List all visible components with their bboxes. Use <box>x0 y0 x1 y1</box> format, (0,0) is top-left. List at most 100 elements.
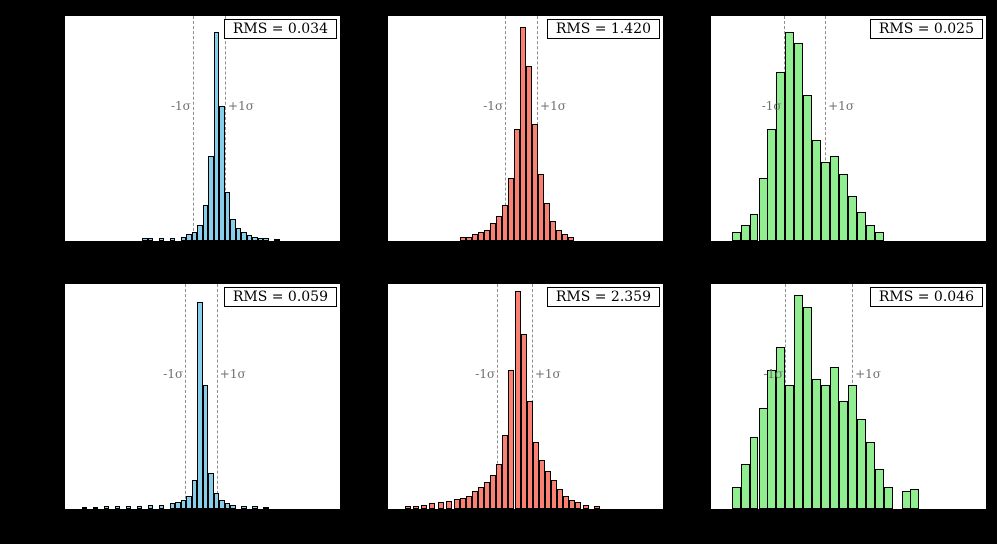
histogram-bar <box>103 506 109 509</box>
minus-sigma-label: -1σ <box>761 99 782 114</box>
histogram-bar <box>471 234 478 241</box>
plus-sigma-label: +1σ <box>828 99 855 114</box>
histogram-bar <box>767 128 777 241</box>
histogram-panel-top-left: -1σ +1σ RMS = 0.034 <box>64 15 341 242</box>
histogram-bar <box>749 437 759 509</box>
histogram-bar <box>575 502 582 509</box>
plus-sigma-label: +1σ <box>534 367 561 382</box>
histogram-bar <box>847 196 857 241</box>
histogram-bar <box>263 238 269 241</box>
histogram-bar <box>219 500 225 509</box>
histogram-bar <box>241 505 247 509</box>
histogram-bar <box>158 237 164 241</box>
histogram-bar <box>550 220 557 241</box>
plus-sigma-label: +1σ <box>228 99 254 114</box>
minus-sigma-label: -1σ <box>475 367 496 382</box>
histogram-bar <box>208 473 214 509</box>
histogram-bar <box>490 475 497 509</box>
histogram-bar <box>514 290 521 509</box>
histogram-bar <box>874 232 884 241</box>
histogram-bar <box>81 506 87 509</box>
histogram-bar <box>838 173 848 241</box>
histogram-bar <box>910 488 920 509</box>
histogram-bar <box>142 238 148 241</box>
histogram-bar <box>477 232 484 241</box>
histogram-bar <box>208 155 214 241</box>
minus-sigma-line <box>505 16 507 241</box>
histogram-bar <box>526 65 533 241</box>
histogram-bar <box>562 495 569 509</box>
histogram-bar <box>749 214 759 241</box>
minus-sigma-line <box>497 284 499 509</box>
histogram-bar <box>246 235 252 241</box>
histogram-bar <box>180 500 186 509</box>
histogram-bar <box>562 234 569 241</box>
histogram-bar <box>274 238 280 241</box>
histogram-bar <box>147 504 153 509</box>
rms-label: RMS = 0.046 <box>869 287 983 307</box>
histogram-bar <box>136 505 142 509</box>
histogram-bar <box>821 385 830 509</box>
histogram-bar <box>483 229 490 241</box>
histogram-bar <box>501 205 508 241</box>
plus-sigma-line <box>225 16 227 241</box>
histogram-bar <box>740 225 750 241</box>
histogram-bar <box>544 202 551 241</box>
histogram-bar <box>213 493 219 509</box>
histogram-bar <box>740 464 750 509</box>
histogram-bars <box>65 284 340 509</box>
minus-sigma-label: -1σ <box>483 99 504 114</box>
histogram-bar <box>421 504 428 509</box>
histogram-bar <box>257 237 263 241</box>
histogram-bar <box>445 501 452 509</box>
histogram-bar <box>803 94 813 241</box>
histogram-bar <box>92 506 98 509</box>
histogram-bar <box>429 503 436 509</box>
histogram-bar <box>731 486 741 509</box>
histogram-bar <box>412 505 419 509</box>
histogram-bar <box>114 506 120 509</box>
histogram-bar <box>507 178 514 241</box>
histogram-bar <box>202 205 208 241</box>
histogram-bar <box>758 407 768 509</box>
histogram-bar <box>496 464 503 509</box>
histogram-bar <box>158 504 164 509</box>
histogram-bar <box>224 191 230 241</box>
histogram-bars <box>65 16 340 241</box>
histogram-bar <box>865 441 875 509</box>
plus-sigma-label: +1σ <box>540 99 566 114</box>
histogram-bar <box>583 504 590 509</box>
histogram-bar <box>812 139 822 241</box>
histogram-bar <box>794 295 804 509</box>
histogram-bar <box>758 178 768 241</box>
histogram-bar <box>785 385 795 509</box>
histogram-bar <box>776 347 786 509</box>
plus-sigma-line <box>531 284 533 509</box>
histogram-bar <box>213 31 219 241</box>
histogram-bar <box>856 419 866 509</box>
histogram-bar <box>508 369 515 509</box>
histogram-bar <box>186 495 192 509</box>
histogram-bar <box>224 503 230 509</box>
histogram-bar <box>252 506 258 509</box>
histogram-bar <box>180 236 186 241</box>
rms-label: RMS = 2.359 <box>546 287 660 307</box>
histogram-bar <box>175 502 181 509</box>
histogram-bar <box>821 162 830 241</box>
histogram-bar <box>263 506 269 509</box>
histogram-bar <box>731 232 741 241</box>
histogram-bar <box>437 502 444 509</box>
histogram-bar <box>197 302 203 509</box>
histogram-bar <box>459 236 466 241</box>
histogram-bar <box>125 505 131 509</box>
histogram-bar <box>478 486 485 509</box>
histogram-bar <box>544 470 551 509</box>
histogram-bar <box>532 124 539 241</box>
histogram-bar <box>532 441 539 509</box>
minus-sigma-label: -1σ <box>763 367 784 382</box>
histogram-bar <box>235 227 241 241</box>
histogram-bars <box>388 16 663 241</box>
histogram-bar <box>901 491 911 509</box>
histogram-bar <box>186 234 192 241</box>
histogram-bar <box>812 378 822 509</box>
